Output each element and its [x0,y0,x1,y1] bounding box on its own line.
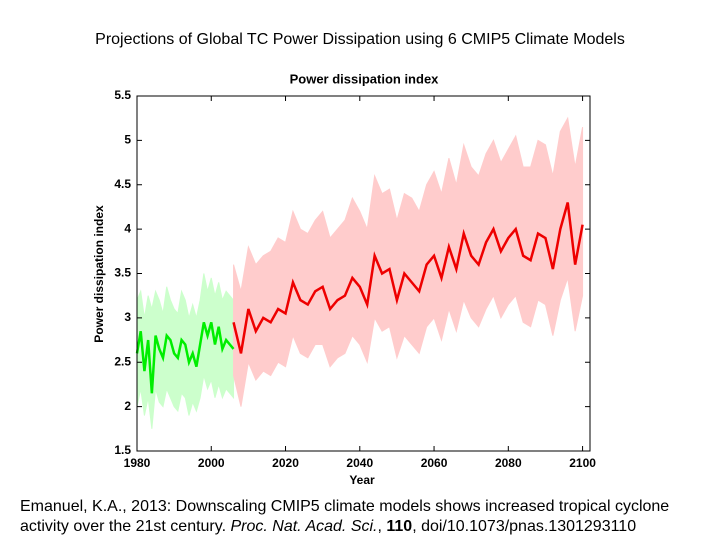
y-tick-label: 1.5 [114,443,131,457]
chart: Power dissipation index Year Power dissi… [92,71,596,487]
line [135,321,235,394]
x-tick-label: 2040 [346,456,373,470]
y-tick-label: 4 [124,221,131,235]
caption: Emanuel, K.A., 2013: Downscaling CMIP5 c… [20,497,710,537]
caption-text: , doi/10.1073/pnas.1301293110 [412,518,637,535]
x-tick-label: 2100 [569,456,596,470]
chart-title: Power dissipation index [290,71,440,86]
slide-title: Projections of Global TC Power Dissipati… [95,31,625,48]
x-axis-label: Year [349,473,375,487]
x-tick-label: 2020 [272,456,299,470]
y-tick-label: 5 [124,133,131,147]
y-tick-label: 2 [124,399,131,413]
x-tick-label: 2060 [421,456,448,470]
y-tick-label: 3 [124,310,131,324]
y-tick-label: 2.5 [114,354,131,368]
line [232,202,584,354]
x-tick-label: 2000 [198,456,225,470]
band [233,116,584,407]
y-tick-label: 4.5 [114,177,131,191]
band [136,273,235,429]
caption-text: Emanuel, K.A., 2013: Downscaling CMIP5 c… [20,498,670,535]
caption-volume: 110 [386,518,413,535]
caption-text: , [377,518,387,535]
y-tick-label: 5.5 [114,88,131,102]
y-tick-label: 3.5 [114,266,131,280]
caption-journal: Proc. Nat. Acad. Sci. [230,518,378,535]
x-tick-label: 1980 [124,456,151,470]
y-axis-label: Power dissipation index [92,205,106,343]
x-tick-label: 2080 [495,456,522,470]
